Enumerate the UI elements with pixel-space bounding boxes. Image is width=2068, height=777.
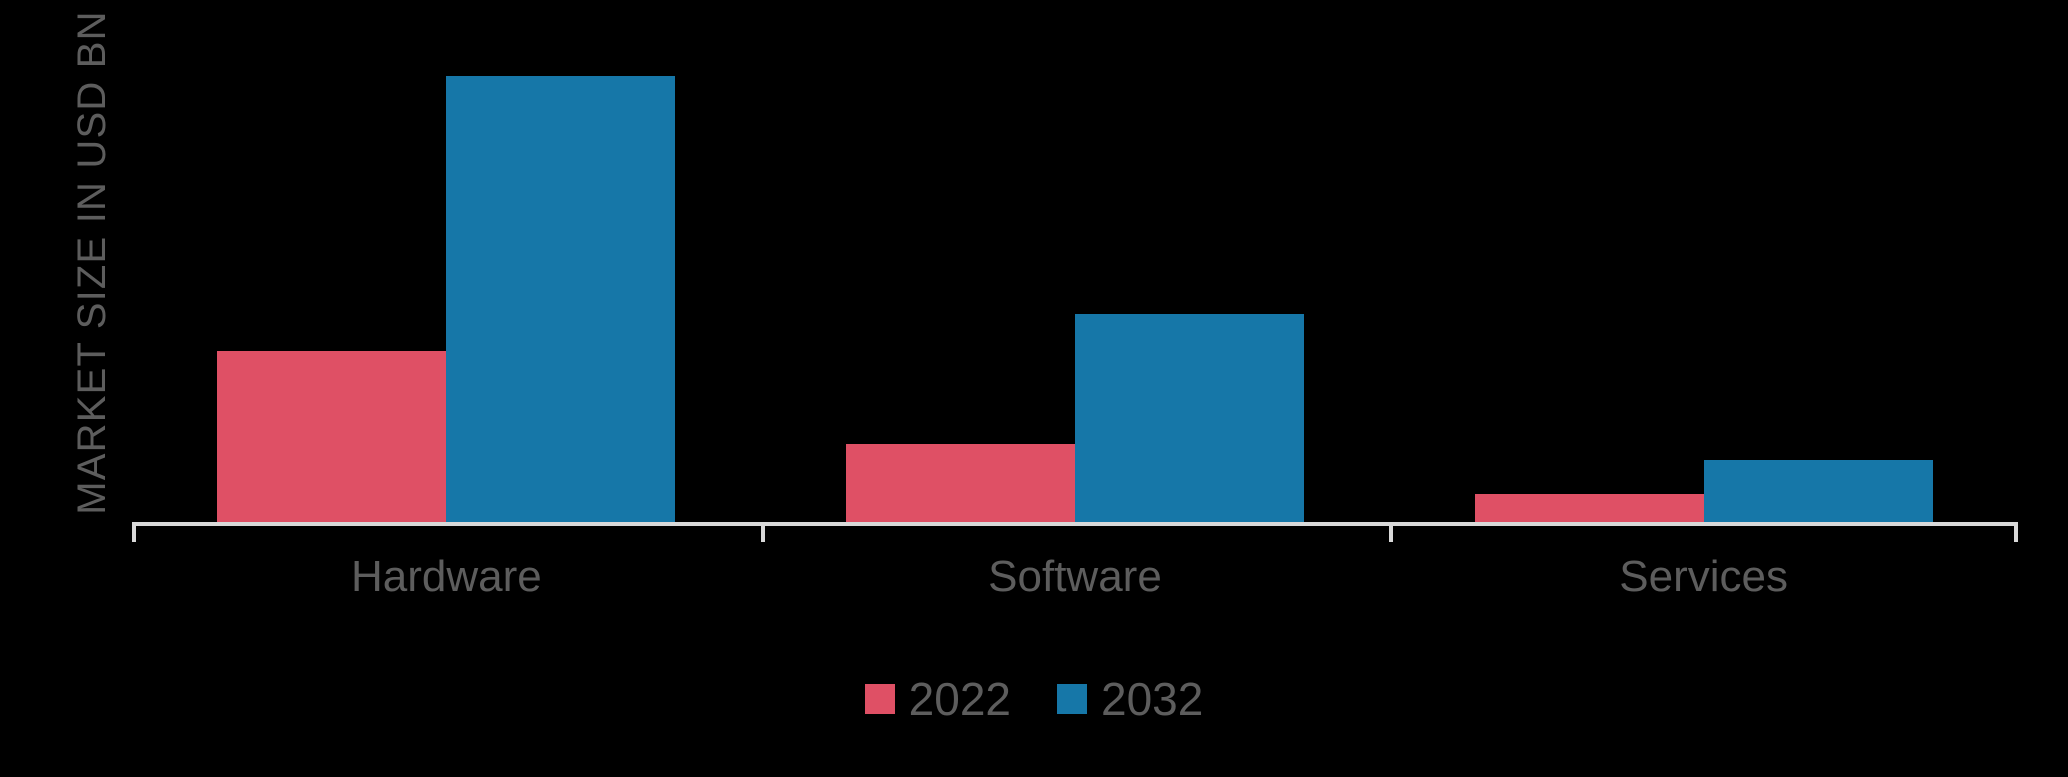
legend-swatch-icon-2022 — [864, 684, 895, 714]
x-axis-line — [132, 522, 2018, 526]
bar-hardware-2022[interactable] — [217, 350, 447, 524]
x-axis-category-label-hardware: Hardware — [350, 552, 542, 601]
x-axis-tick — [2014, 522, 2018, 542]
x-axis-category-label-services: Services — [1619, 552, 1789, 601]
x-axis-category-label-software: Software — [988, 552, 1162, 601]
legend-label-2022: 2022 — [908, 673, 1011, 725]
bar-services-2032[interactable] — [1703, 460, 1933, 524]
legend-item-2032[interactable]: 2032 — [1057, 676, 1203, 722]
bar-services-2022[interactable] — [1474, 493, 1704, 524]
legend-swatch-icon-2032 — [1057, 684, 1087, 714]
legend-item-2022[interactable]: 2022 — [864, 673, 1011, 725]
x-axis-tick — [760, 522, 765, 542]
plot-area — [132, 40, 2018, 524]
bar-hardware-2032[interactable] — [446, 75, 676, 524]
legend-label-2032: 2032 — [1101, 673, 1204, 725]
x-axis-tick — [1389, 522, 1394, 542]
bar-software-2022[interactable] — [846, 444, 1075, 524]
chart-legend: 2022 2032 — [0, 676, 2068, 722]
y-axis-title-label: MARKET SIZE IN USD BN — [69, 9, 114, 515]
x-axis-tick — [132, 522, 136, 542]
bar-software-2032[interactable] — [1075, 313, 1304, 524]
